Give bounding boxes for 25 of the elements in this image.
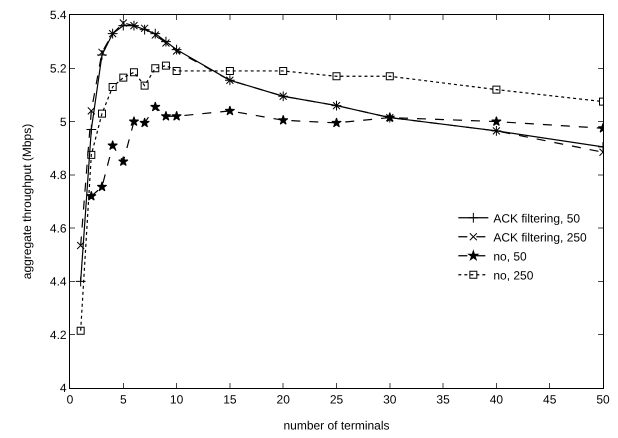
y-tick-label: 5 <box>60 114 67 129</box>
legend-label: no, 250 <box>493 268 534 282</box>
x-tick-label: 5 <box>120 392 127 406</box>
x-tick-label: 40 <box>490 392 504 406</box>
x-tick-label: 15 <box>223 392 237 406</box>
y-tick-label: 5.2 <box>50 61 67 76</box>
y-tick-label: 4.8 <box>50 168 67 182</box>
x-tick-label: 25 <box>330 392 344 406</box>
y-tick-label: 4.2 <box>50 328 67 342</box>
legend-label: ACK filtering, 50 <box>493 211 580 226</box>
y-tick-label: 4.6 <box>50 221 67 236</box>
legend-label: ACK filtering, 250 <box>493 230 588 244</box>
y-tick-label: 4 <box>60 381 67 396</box>
x-tick-label: 0 <box>66 392 74 406</box>
x-tick-label: 30 <box>383 392 397 406</box>
x-tick-label: 20 <box>276 392 290 406</box>
y-tick-label: 4.4 <box>50 274 67 289</box>
x-tick-label: 35 <box>436 392 450 406</box>
x-tick-label: 45 <box>543 392 557 406</box>
y-axis-title: aggregate throughput (Mbps) <box>20 124 34 280</box>
x-tick-label: 10 <box>170 392 184 406</box>
legend-label: no, 50 <box>493 249 528 264</box>
y-tick-label: 5.4 <box>50 8 67 22</box>
x-axis-title: number of terminals <box>283 418 390 432</box>
x-tick-label: 50 <box>596 392 610 406</box>
